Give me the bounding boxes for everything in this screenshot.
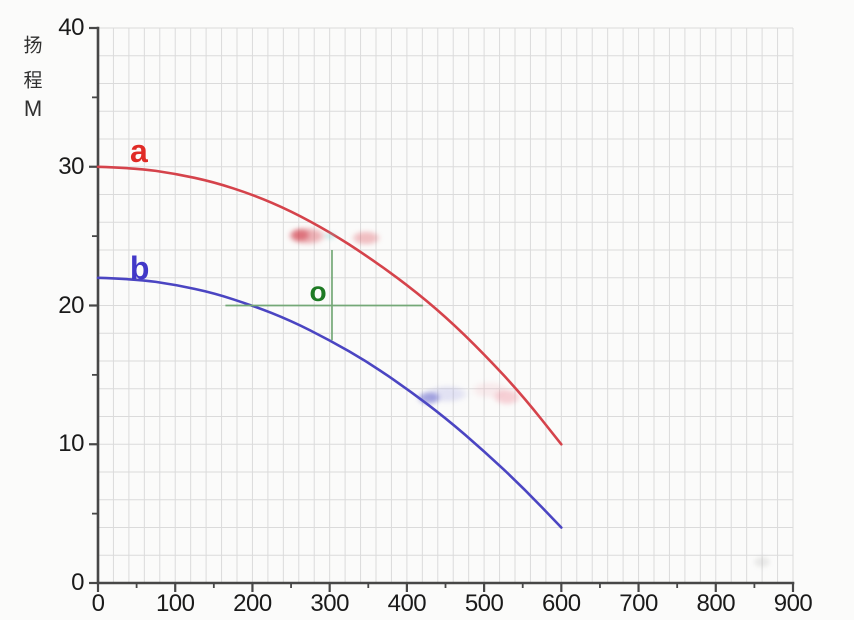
curve-a [96, 165, 563, 446]
curve-b [96, 276, 563, 529]
